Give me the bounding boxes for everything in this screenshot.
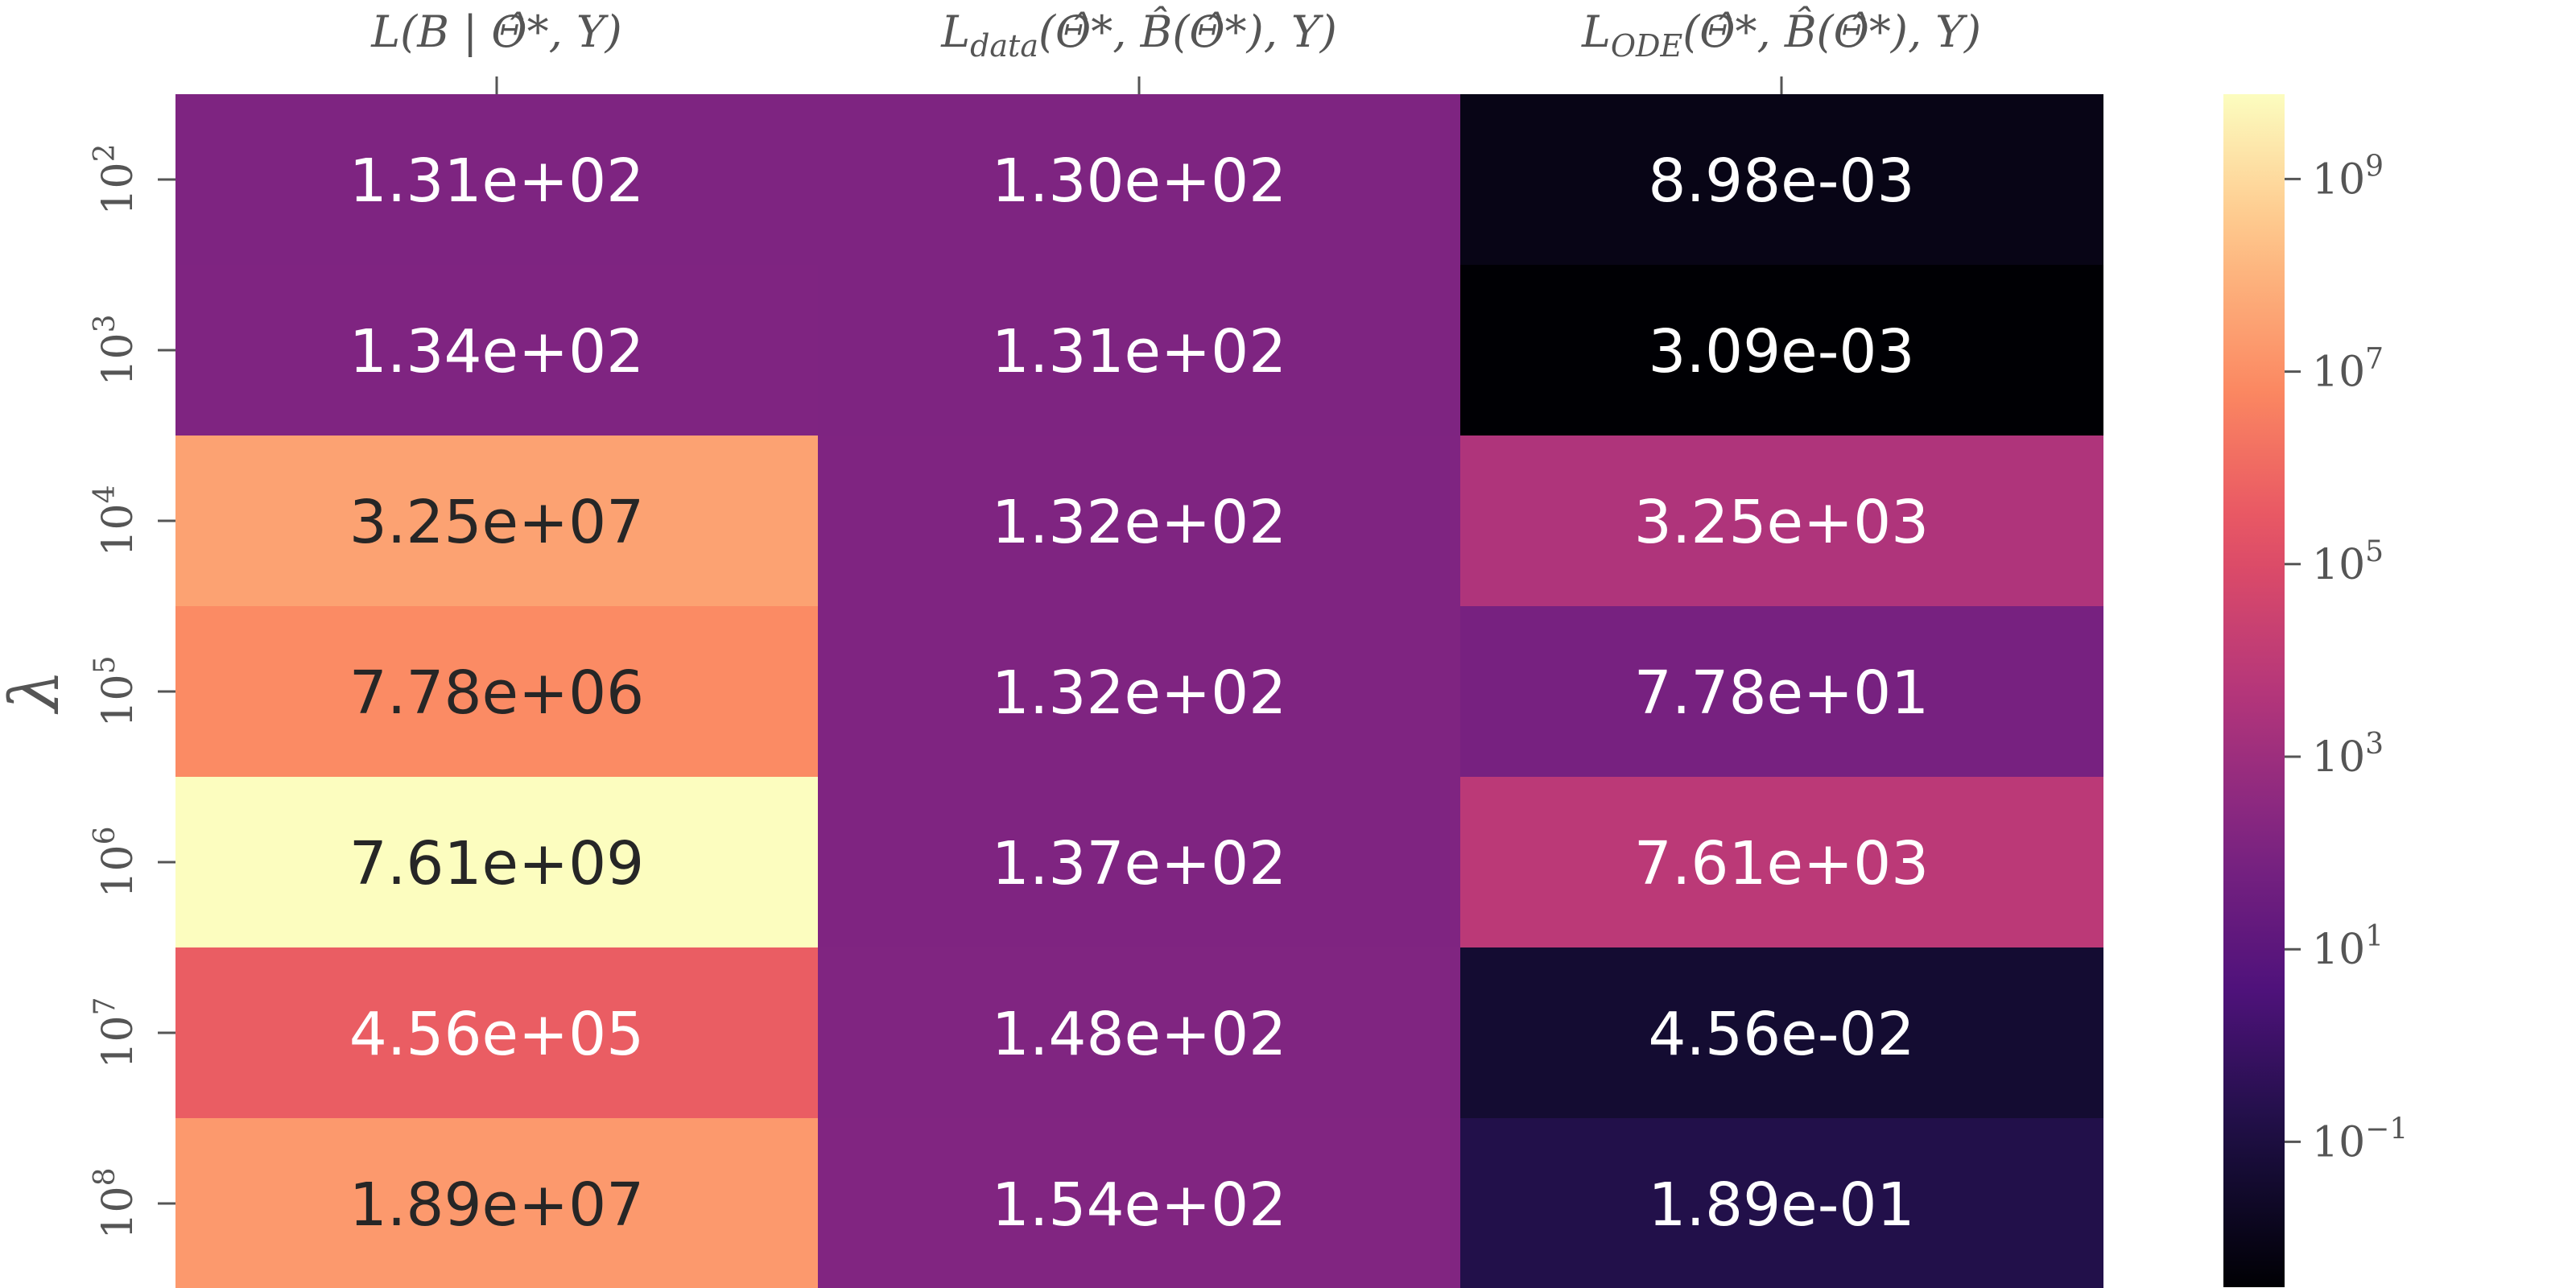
cell-value-label: 1.31e+02 (349, 147, 644, 216)
heatmap-cell (818, 947, 1461, 1119)
cell-value-label: 1.30e+02 (992, 147, 1286, 216)
heatmap-cell (1460, 1118, 2103, 1288)
cell-value-label: 4.56e-02 (1648, 1000, 1914, 1069)
heatmap-cell (1460, 606, 2103, 778)
colorbar-tick-label: 10−1 (2312, 1113, 2408, 1166)
y-axis-label: λ (0, 669, 74, 714)
cell-value-label: 4.56e+05 (349, 1000, 644, 1069)
heatmap-cell (818, 1118, 1461, 1288)
cell-value-label: 7.61e+09 (349, 829, 644, 898)
cell-value-label: 3.25e+03 (1634, 488, 1929, 557)
colorbar-tick-label: 107 (2312, 343, 2384, 397)
cell-value-label: 7.78e+01 (1634, 658, 1929, 728)
cell-value-label: 7.61e+03 (1634, 829, 1929, 898)
heatmap-cell (818, 265, 1461, 436)
x-axis-ticks: L(B | Θ̂*, Y) Ldata(Θ̂*, B̂(Θ̂*), Y) LODE(… (370, 6, 1981, 94)
cell-value-label: 3.09e-03 (1648, 317, 1914, 386)
heatmap-cell (175, 1118, 819, 1288)
heatmap-cell (175, 606, 819, 778)
heatmap-cell (175, 94, 819, 266)
cell-value-label: 8.98e-03 (1648, 147, 1914, 216)
heatmap-cell (1460, 265, 2103, 436)
colorbar-tick-label: 105 (2312, 535, 2384, 589)
x-tick-label: LODE(Θ̂*, B̂(Θ̂*), Y) (1581, 6, 1981, 64)
cell-value-label: 1.54e+02 (992, 1170, 1286, 1240)
colorbar (2223, 94, 2285, 1287)
cell-value-label: 1.31e+02 (992, 317, 1286, 386)
heatmap-cell (1460, 777, 2103, 948)
heatmap-cell (175, 947, 819, 1119)
x-tick-label: L(B | Θ̂*, Y) (370, 6, 621, 57)
colorbar-tick-label: 101 (2312, 920, 2384, 974)
heatmap-cell (1460, 947, 2103, 1119)
heatmap-cell (175, 777, 819, 948)
y-tick-label: 103 (89, 314, 142, 386)
heatmap-cell (818, 436, 1461, 607)
heatmap-cell (175, 436, 819, 607)
cell-value-label: 1.89e+07 (349, 1170, 644, 1240)
cell-value-label: 1.32e+02 (992, 658, 1286, 728)
y-tick-label: 104 (89, 485, 142, 556)
cell-value-label: 3.25e+07 (349, 488, 644, 557)
cell-value-label: 1.32e+02 (992, 488, 1286, 557)
colorbar-tick-label: 103 (2312, 728, 2384, 782)
x-tick-label: Ldata(Θ̂*, B̂(Θ̂*), Y) (940, 6, 1337, 64)
heatmap-cell (175, 265, 819, 436)
y-tick-label: 108 (89, 1167, 142, 1239)
y-tick-label: 107 (89, 997, 142, 1068)
cell-value-label: 1.37e+02 (992, 829, 1286, 898)
cell-value-label: 7.78e+06 (349, 658, 644, 728)
heatmap-cell (1460, 436, 2103, 607)
heatmap-cell (818, 777, 1461, 948)
y-tick-label: 105 (89, 655, 142, 727)
cell-value-label: 1.48e+02 (992, 1000, 1286, 1069)
heatmap-cell (818, 94, 1461, 266)
y-tick-label: 102 (89, 143, 142, 215)
heatmap-cell (818, 606, 1461, 778)
y-tick-label: 106 (89, 826, 142, 898)
heatmap-cell (1460, 94, 2103, 266)
cell-value-label: 1.34e+02 (349, 317, 644, 386)
heatmap-cells: 1.31e+02 1.30e+02 8.98e-03 1.34e+02 1.31e+02… (175, 94, 2103, 1288)
colorbar-tick-label: 109 (2312, 150, 2384, 204)
cell-value-label: 1.89e-01 (1648, 1170, 1914, 1240)
y-axis-ticks: 102 103 104 105 106 107 108 (89, 143, 175, 1240)
colorbar-ticks: 10−1 101 103 105 107 109 (2285, 150, 2408, 1166)
